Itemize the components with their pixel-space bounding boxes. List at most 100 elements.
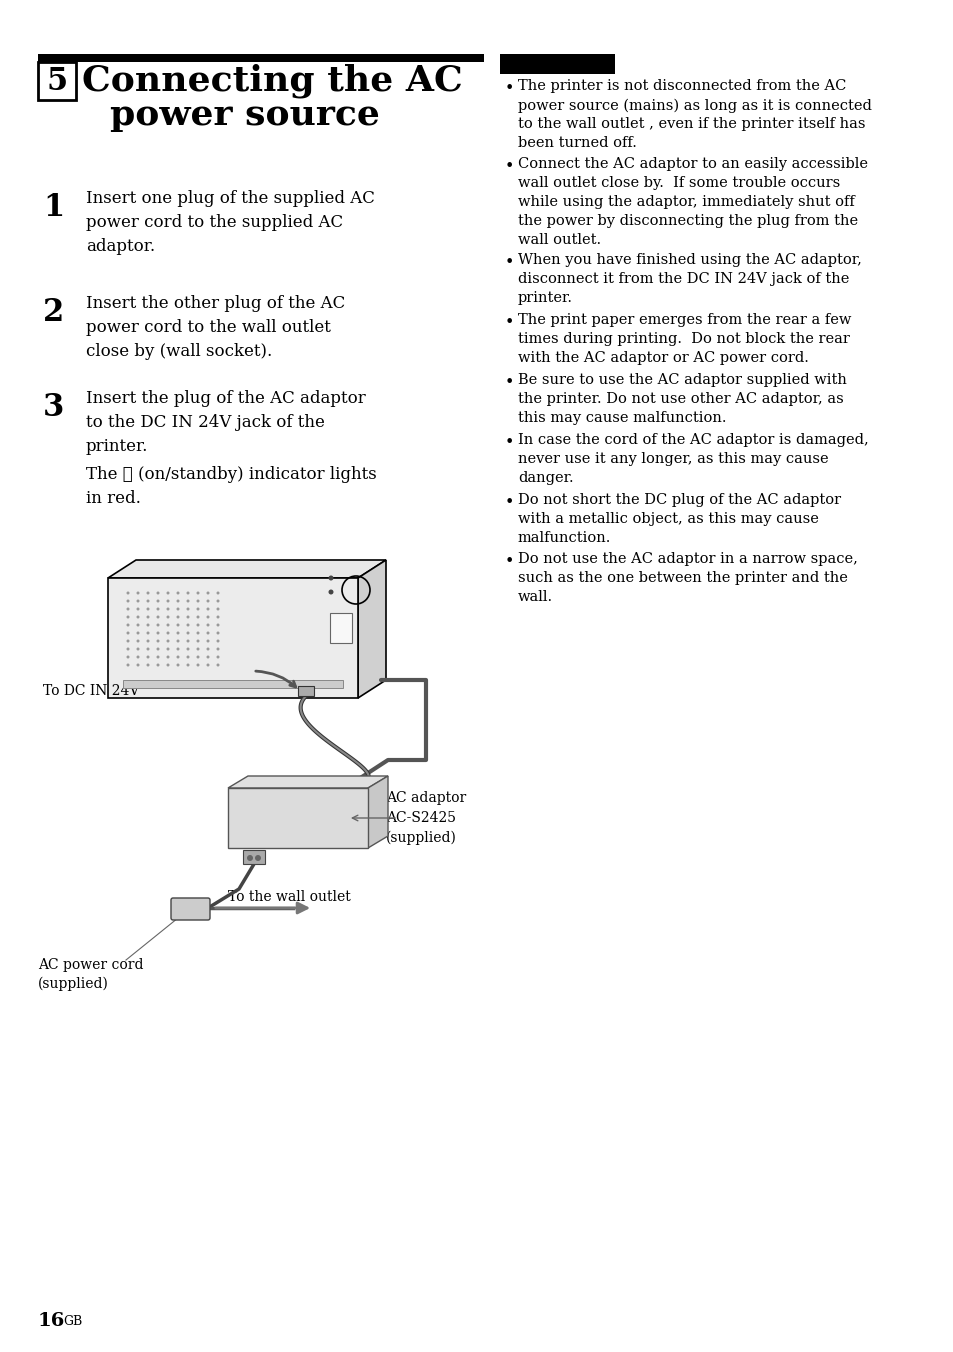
Text: Insert the plug of the AC adaptor
to the DC IN 24V jack of the
printer.: Insert the plug of the AC adaptor to the… [86, 389, 365, 456]
Text: In case the cord of the AC adaptor is damaged,
never use it any longer, as this : In case the cord of the AC adaptor is da… [517, 433, 868, 485]
Circle shape [156, 615, 159, 618]
Circle shape [156, 599, 159, 603]
Circle shape [167, 623, 170, 626]
Circle shape [147, 599, 150, 603]
Circle shape [147, 623, 150, 626]
Circle shape [156, 607, 159, 611]
Polygon shape [368, 776, 388, 848]
Circle shape [147, 639, 150, 642]
Circle shape [127, 648, 130, 650]
Circle shape [136, 664, 139, 667]
Text: •: • [504, 80, 513, 97]
Circle shape [156, 592, 159, 595]
Circle shape [176, 656, 179, 658]
Circle shape [176, 599, 179, 603]
Text: Connect the AC adaptor to an easily accessible
wall outlet close by.  If some tr: Connect the AC adaptor to an easily acce… [517, 157, 867, 247]
Circle shape [206, 592, 210, 595]
Text: •: • [504, 375, 513, 391]
Text: 5: 5 [47, 65, 68, 96]
Circle shape [156, 648, 159, 650]
Circle shape [196, 656, 199, 658]
Text: To DC IN 24V: To DC IN 24V [43, 684, 139, 698]
Text: 1: 1 [43, 192, 64, 223]
Circle shape [147, 664, 150, 667]
Circle shape [127, 623, 130, 626]
Circle shape [216, 639, 219, 642]
Circle shape [328, 589, 334, 595]
Circle shape [186, 631, 190, 634]
Text: The printer is not disconnected from the AC
power source (mains) as long as it i: The printer is not disconnected from the… [517, 78, 871, 150]
Circle shape [176, 631, 179, 634]
Text: power source: power source [110, 97, 379, 132]
Circle shape [147, 631, 150, 634]
Circle shape [247, 854, 253, 861]
Circle shape [206, 656, 210, 658]
Circle shape [127, 631, 130, 634]
Circle shape [216, 607, 219, 611]
Circle shape [206, 648, 210, 650]
Circle shape [136, 648, 139, 650]
Circle shape [167, 656, 170, 658]
Circle shape [167, 631, 170, 634]
Bar [228, 788, 368, 848]
Circle shape [156, 656, 159, 658]
Circle shape [196, 664, 199, 667]
Polygon shape [228, 776, 388, 788]
Circle shape [196, 592, 199, 595]
Circle shape [127, 664, 130, 667]
Circle shape [206, 664, 210, 667]
Text: •: • [504, 434, 513, 450]
Circle shape [206, 639, 210, 642]
Circle shape [147, 656, 150, 658]
Circle shape [186, 615, 190, 618]
Text: To the wall outlet: To the wall outlet [228, 890, 351, 904]
Circle shape [186, 623, 190, 626]
Circle shape [147, 648, 150, 650]
Circle shape [186, 664, 190, 667]
Circle shape [136, 639, 139, 642]
Circle shape [176, 623, 179, 626]
Circle shape [186, 599, 190, 603]
Circle shape [196, 648, 199, 650]
Circle shape [196, 615, 199, 618]
Circle shape [206, 623, 210, 626]
Circle shape [206, 607, 210, 611]
Text: •: • [504, 158, 513, 174]
Circle shape [136, 656, 139, 658]
Circle shape [176, 664, 179, 667]
Text: AC power cord
(supplied): AC power cord (supplied) [38, 959, 143, 991]
Circle shape [254, 854, 261, 861]
Bar [499, 54, 615, 74]
Text: The print paper emerges from the rear a few
times during printing.  Do not block: The print paper emerges from the rear a … [517, 314, 850, 365]
Text: •: • [504, 493, 513, 511]
Circle shape [196, 623, 199, 626]
Circle shape [167, 607, 170, 611]
Circle shape [136, 592, 139, 595]
Text: 2: 2 [43, 297, 64, 329]
Bar [108, 579, 357, 698]
FancyBboxPatch shape [171, 898, 210, 919]
Circle shape [167, 592, 170, 595]
Circle shape [328, 576, 334, 580]
Circle shape [127, 615, 130, 618]
Text: Precautions: Precautions [504, 57, 598, 72]
Circle shape [147, 607, 150, 611]
Circle shape [176, 592, 179, 595]
Text: •: • [504, 314, 513, 331]
Circle shape [186, 607, 190, 611]
Circle shape [167, 639, 170, 642]
Circle shape [186, 639, 190, 642]
Text: Do not short the DC plug of the AC adaptor
with a metallic object, as this may c: Do not short the DC plug of the AC adapt… [517, 492, 841, 545]
Circle shape [136, 615, 139, 618]
Polygon shape [357, 560, 386, 698]
Circle shape [206, 631, 210, 634]
Circle shape [216, 615, 219, 618]
Text: When you have finished using the AC adaptor,
disconnect it from the DC IN 24V ja: When you have finished using the AC adap… [517, 253, 861, 306]
Circle shape [216, 592, 219, 595]
Circle shape [206, 615, 210, 618]
Circle shape [216, 664, 219, 667]
Text: AC adaptor
AC-S2425
(supplied): AC adaptor AC-S2425 (supplied) [386, 791, 466, 845]
Circle shape [216, 656, 219, 658]
Circle shape [196, 631, 199, 634]
Text: •: • [504, 254, 513, 272]
